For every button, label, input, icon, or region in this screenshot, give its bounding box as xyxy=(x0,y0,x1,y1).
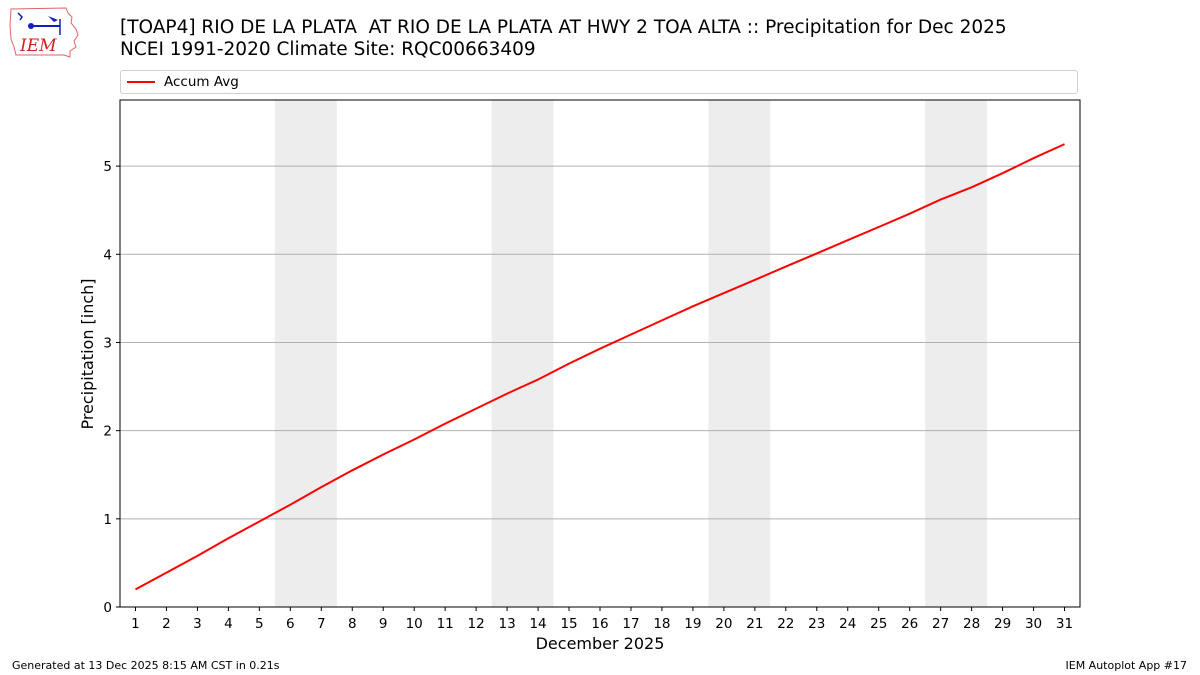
x-tick-label: 30 xyxy=(1025,616,1042,632)
y-axis-label: Precipitation [inch] xyxy=(78,278,97,429)
y-tick-label: 5 xyxy=(103,159,112,175)
x-tick-label: 31 xyxy=(1056,616,1073,632)
x-tick-label: 10 xyxy=(406,616,423,632)
chart-title-line1: [TOAP4] RIO DE LA PLATA AT RIO DE LA PLA… xyxy=(120,17,1007,38)
x-tick-label: 25 xyxy=(870,616,887,632)
x-tick-label: 3 xyxy=(193,616,202,632)
x-tick-label: 8 xyxy=(348,616,357,632)
x-tick-label: 20 xyxy=(715,616,732,632)
y-tick-label: 3 xyxy=(103,335,112,351)
x-tick-label: 29 xyxy=(994,616,1011,632)
y-tick-label: 0 xyxy=(103,600,112,616)
weekend-shading xyxy=(274,100,988,607)
app-credit: IEM Autoplot App #17 xyxy=(1065,659,1188,672)
x-tick-label: 9 xyxy=(379,616,388,632)
x-tick-label: 12 xyxy=(468,616,485,632)
accum-avg-line xyxy=(135,143,1065,591)
weekend-span xyxy=(491,100,554,607)
x-tick-label: 13 xyxy=(499,616,516,632)
generated-timestamp: Generated at 13 Dec 2025 8:15 AM CST in … xyxy=(12,659,280,672)
x-tick-label: 11 xyxy=(437,616,454,632)
x-tick-label: 7 xyxy=(317,616,326,632)
y-axis-ticks: 0 1 2 3 4 5 xyxy=(103,159,120,616)
x-tick-label: 15 xyxy=(560,616,577,632)
chart-title: [TOAP4] RIO DE LA PLATA AT RIO DE LA PLA… xyxy=(120,17,1007,61)
y-tick-label: 4 xyxy=(103,247,112,263)
legend-label-accum-avg: Accum Avg xyxy=(164,74,239,90)
chart-title-line2: NCEI 1991-2020 Climate Site: RQC00663409 xyxy=(120,39,536,60)
x-tick-label: 19 xyxy=(684,616,701,632)
legend-line-swatch xyxy=(127,81,155,83)
x-tick-label: 27 xyxy=(932,616,949,632)
y-gridlines xyxy=(120,165,1080,520)
x-tick-label: 6 xyxy=(286,616,295,632)
x-tick-label: 14 xyxy=(529,616,546,632)
x-tick-label: 4 xyxy=(224,616,233,632)
x-tick-label: 28 xyxy=(963,616,980,632)
weekend-span xyxy=(708,100,771,607)
x-tick-label: 21 xyxy=(746,616,763,632)
x-tick-label: 18 xyxy=(653,616,670,632)
x-tick-label: 24 xyxy=(839,616,856,632)
x-tick-label: 22 xyxy=(777,616,794,632)
iowa-map-icon: IEM xyxy=(9,7,79,58)
x-tick-label: 2 xyxy=(162,616,171,632)
weekend-span xyxy=(925,100,988,607)
y-tick-label: 2 xyxy=(103,424,112,440)
x-tick-label: 1 xyxy=(131,616,140,632)
x-tick-label: 26 xyxy=(901,616,918,632)
chart-legend: Accum Avg xyxy=(120,70,1078,94)
x-tick-label: 16 xyxy=(591,616,608,632)
svg-text:IEM: IEM xyxy=(19,36,57,56)
x-tick-label: 5 xyxy=(255,616,264,632)
x-tick-label: 23 xyxy=(808,616,825,632)
iem-logo: IEM xyxy=(8,5,80,59)
x-axis-ticks: 1 2 3 4 5 6 7 8 9 10 11 12 13 14 15 16 17 18 19 20 21 22 23 24 2… xyxy=(131,607,1073,632)
weekend-span xyxy=(274,100,337,607)
x-tick-label: 17 xyxy=(622,616,639,632)
y-tick-label: 1 xyxy=(103,512,112,528)
x-axis-label: December 2025 xyxy=(536,634,665,653)
